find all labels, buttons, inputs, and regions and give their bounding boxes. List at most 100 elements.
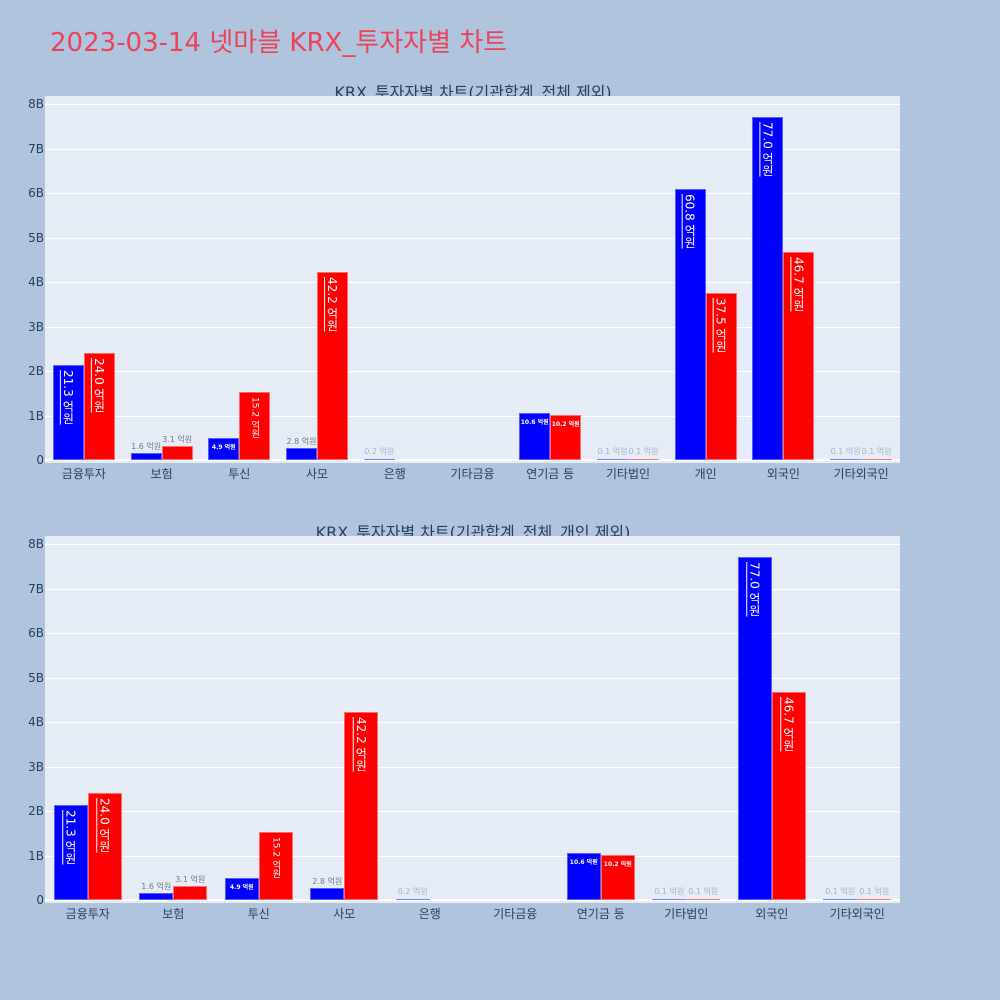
bar-red[interactable]: 15.2 억원 (239, 392, 271, 460)
x-tick-label: 기타법인 (605, 467, 651, 481)
gridline (45, 633, 900, 634)
y-tick-label: 3B (28, 319, 44, 334)
bar-value-label: 42.2 억원 (353, 717, 368, 772)
bar-value-label: 77.0 억원 (747, 562, 762, 617)
bar-value-label: 2.8 억원 (312, 876, 343, 886)
bar-value-label: 10.2 억원 (551, 420, 580, 428)
x-tick-label: 외국인 (755, 907, 789, 921)
gridline (45, 193, 900, 194)
bar-blue[interactable]: 10.6 억원 (566, 852, 601, 900)
gridline (45, 588, 900, 590)
gridline (45, 677, 900, 679)
bar-red[interactable]: 24.0 억원 (83, 353, 115, 460)
bar-blue[interactable]: 1.6 억원 (130, 442, 162, 460)
gridline (45, 237, 900, 239)
bar-red[interactable]: 3.1 억원 (161, 435, 193, 460)
bar-red[interactable]: 46.7 억원 (783, 252, 815, 460)
x-tick-label: 개인 (694, 467, 717, 481)
gridline (45, 766, 900, 768)
bar-value-label: 0.2 억원 (397, 887, 428, 896)
y-tick-label: 2B (28, 804, 44, 818)
bar-value-label: 15.2 억원 (249, 397, 260, 439)
bar-red[interactable]: 10.2 억원 (550, 414, 582, 460)
bar-value-label: 0.2 억원 (364, 447, 395, 456)
bar-blue[interactable]: 2.8 억원 (310, 877, 345, 900)
bar-value-label: 4.9 억원 (229, 884, 254, 892)
bar-value-label: 4.9 억원 (211, 444, 236, 452)
bar-blue[interactable]: 60.8 억원 (674, 189, 706, 460)
y-tick-label: 5B (28, 230, 44, 245)
bar-red[interactable]: 42.2 억원 (317, 272, 349, 460)
bar-blue[interactable]: 77.0 억원 (737, 557, 772, 900)
bar-value-label: 0.1 억원 (825, 887, 856, 896)
y-tick-label: 7B (28, 581, 44, 596)
bar-value-label: 10.6 억원 (569, 858, 598, 866)
bar-value-label: 24.0 억원 (91, 358, 106, 413)
y-tick-label: 7B (28, 141, 44, 156)
x-tick-label: 기타외국인 (833, 467, 889, 481)
y-tick-label: 8B (28, 97, 44, 111)
bar-blue[interactable]: 77.0 억원 (752, 117, 784, 460)
x-tick-label: 사모 (333, 907, 356, 921)
bar-blue[interactable]: 10.6 억원 (519, 412, 551, 460)
x-tick-label: 투신 (228, 467, 251, 481)
bar-red[interactable]: 24.0 억원 (87, 793, 122, 900)
bar-value-label: 1.6 억원 (141, 881, 172, 891)
bar-red[interactable]: 0.1 억원 (686, 887, 721, 900)
x-tick-label: 기타법인 (664, 907, 709, 921)
bar-value-label: 10.6 억원 (520, 418, 549, 426)
x-tick-label: 연기금 등 (576, 907, 625, 921)
bar-red[interactable]: 46.7 억원 (771, 692, 806, 900)
page-title: 2023-03-14 넷마블 KRX_투자자별 차트 (50, 28, 508, 58)
bar-blue[interactable]: 4.9 억원 (224, 878, 259, 900)
x-tick-label: 금융투자 (65, 907, 110, 921)
y-tick-label: 8B (28, 537, 44, 551)
x-tick-label: 은행 (383, 467, 406, 481)
bar-red[interactable]: 3.1 억원 (173, 875, 208, 900)
bar-value-label: 0.1 억원 (654, 887, 685, 896)
bar-value-label: 2.8 억원 (286, 436, 317, 446)
y-tick-label: 1B (28, 408, 44, 423)
bar-value-label: 60.8 억원 (682, 194, 697, 249)
bar-blue[interactable]: 21.3 억원 (53, 805, 88, 900)
bar-blue[interactable]: 21.3 억원 (52, 365, 84, 460)
bar-value-label: 21.3 억원 (63, 810, 78, 865)
bar-red[interactable]: 10.2 억원 (600, 854, 635, 900)
bar-red[interactable]: 0.1 억원 (857, 887, 892, 900)
x-tick-label: 투신 (247, 907, 270, 921)
bar-value-label: 0.1 억원 (830, 447, 861, 456)
y-tick-label: 6B (28, 626, 44, 640)
bar-value-label: 3.1 억원 (175, 875, 206, 885)
bar-red[interactable]: 0.1 억원 (627, 447, 659, 460)
bar-red[interactable]: 37.5 억원 (705, 293, 737, 460)
bar-red[interactable]: 42.2 억원 (344, 712, 379, 900)
bar-red[interactable]: 15.2 억원 (258, 832, 293, 900)
bar-value-label: 24.0 억원 (97, 798, 112, 853)
gridline (45, 371, 900, 372)
bar-value-label: 0.1 억원 (861, 447, 892, 456)
bar-value-label: 1.6 억원 (131, 441, 162, 451)
x-tick-label: 금융투자 (61, 467, 106, 481)
bar-blue[interactable]: 4.9 억원 (208, 438, 240, 460)
bar-value-label: 46.7 억원 (791, 257, 806, 312)
bar-blue[interactable]: 0.2 억원 (395, 887, 430, 900)
y-tick-label: 2B (28, 364, 44, 378)
y-tick-label: 0 (36, 453, 44, 467)
bar-blue[interactable]: 0.1 억원 (823, 887, 858, 900)
bar-blue[interactable]: 0.1 억원 (652, 887, 687, 900)
bar-value-label: 0.1 억원 (597, 447, 628, 456)
gridline (45, 722, 900, 723)
y-tick-label: 4B (28, 715, 44, 729)
gridline (45, 544, 900, 545)
bar-blue[interactable]: 0.2 억원 (363, 447, 395, 460)
bar-blue[interactable]: 0.1 억원 (596, 447, 628, 460)
bar-value-label: 46.7 억원 (781, 697, 796, 752)
bar-value-label: 42.2 억원 (325, 277, 340, 332)
gridline (45, 148, 900, 150)
bar-red[interactable]: 0.1 억원 (861, 447, 893, 460)
bar-blue[interactable]: 0.1 억원 (830, 447, 862, 460)
bar-blue[interactable]: 1.6 억원 (139, 882, 174, 900)
zero-line (45, 459, 900, 461)
gridline (45, 415, 900, 417)
bar-blue[interactable]: 2.8 억원 (286, 437, 318, 460)
